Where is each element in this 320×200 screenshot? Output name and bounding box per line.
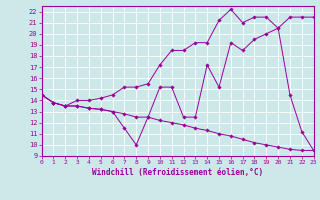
X-axis label: Windchill (Refroidissement éolien,°C): Windchill (Refroidissement éolien,°C)	[92, 168, 263, 177]
